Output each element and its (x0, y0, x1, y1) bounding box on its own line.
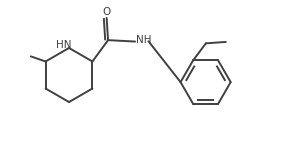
Text: HN: HN (56, 40, 72, 50)
Text: NH: NH (136, 35, 152, 45)
Text: O: O (102, 7, 111, 17)
